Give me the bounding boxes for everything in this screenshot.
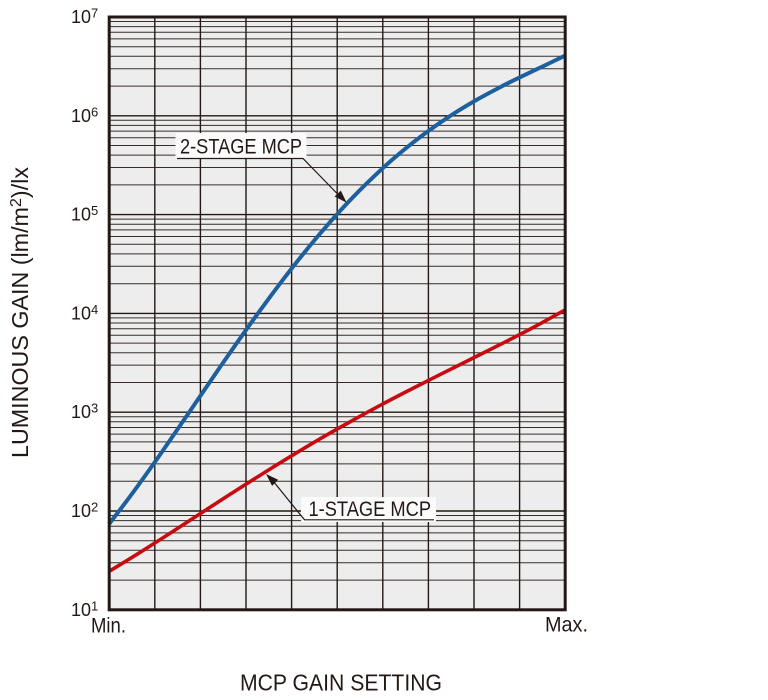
svg-text:10: 10 xyxy=(71,600,91,620)
svg-text:3: 3 xyxy=(91,401,98,416)
svg-text:2: 2 xyxy=(91,500,98,515)
svg-text:MCP GAIN SETTING: MCP GAIN SETTING xyxy=(240,670,442,696)
svg-text:Min.: Min. xyxy=(91,614,126,637)
svg-text:10: 10 xyxy=(71,402,91,422)
svg-text:10: 10 xyxy=(71,303,91,323)
svg-text:2-STAGE MCP: 2-STAGE MCP xyxy=(180,136,302,159)
svg-text:10: 10 xyxy=(71,7,91,27)
svg-text:LUMINOUS GAIN (lm/m2)/lx: LUMINOUS GAIN (lm/m2)/lx xyxy=(7,167,33,458)
svg-text:4: 4 xyxy=(91,302,98,317)
svg-text:1: 1 xyxy=(91,598,98,613)
svg-text:1-STAGE MCP: 1-STAGE MCP xyxy=(309,498,432,521)
svg-text:5: 5 xyxy=(91,203,98,218)
svg-text:10: 10 xyxy=(71,106,91,126)
svg-text:10: 10 xyxy=(71,205,91,225)
svg-text:Max.: Max. xyxy=(545,614,588,637)
svg-text:7: 7 xyxy=(91,6,98,21)
svg-text:10: 10 xyxy=(71,501,91,521)
svg-text:6: 6 xyxy=(91,104,98,119)
